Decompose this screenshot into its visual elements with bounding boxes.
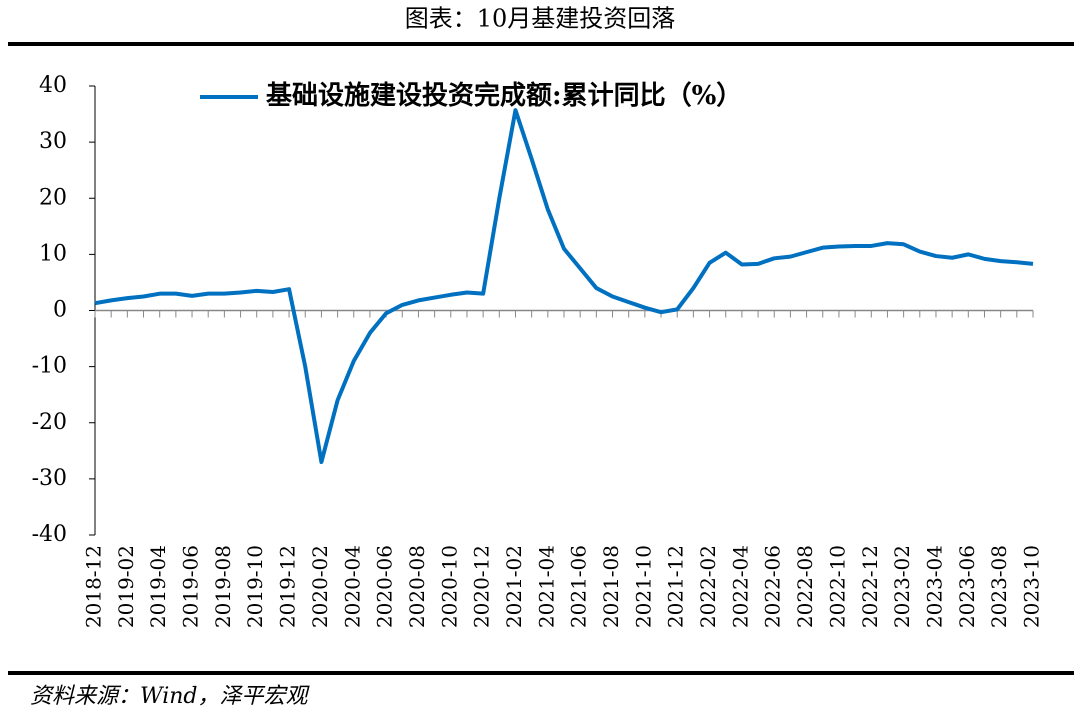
x-tick-label: 2019-10 (243, 545, 267, 628)
y-tick-label: -40 (32, 522, 67, 547)
data-line (94, 108, 1034, 465)
y-tick-label: 40 (39, 73, 67, 98)
x-tick-label: 2023-04 (922, 545, 946, 628)
x-tick-label: 2019-02 (114, 545, 138, 628)
y-tick-label: 20 (39, 185, 67, 210)
x-tick-label: 2022-06 (761, 545, 785, 628)
x-tick-label: 2021-08 (599, 545, 623, 628)
y-tick-label: 0 (53, 298, 67, 323)
x-tick-label: 2022-04 (728, 545, 752, 628)
x-tick-label: 2022-08 (793, 545, 817, 628)
y-tick-label: -30 (32, 466, 67, 491)
x-tick-label: 2021-04 (534, 545, 558, 628)
x-tick-label: 2023-10 (1020, 545, 1044, 628)
x-tick-label: 2019-04 (146, 545, 170, 628)
x-tick-label: 2022-02 (696, 545, 720, 628)
bottom-rule (8, 671, 1074, 675)
x-tick-label: 2021-12 (664, 545, 688, 628)
x-tick-label: 2020-08 (405, 545, 429, 628)
y-tick-label: 10 (39, 241, 67, 266)
x-tick-label: 2021-06 (567, 545, 591, 628)
x-tick-label: 2018-12 (82, 545, 106, 628)
x-tick-label: 2023-06 (955, 545, 979, 628)
y-tick-label: -20 (32, 410, 67, 435)
x-tick-label: 2020-10 (437, 545, 461, 628)
y-tick-label: -10 (32, 354, 67, 379)
x-tick-label: 2020-02 (308, 545, 332, 628)
x-tick-label: 2023-02 (890, 545, 914, 628)
chart-title: 图表：10月基建投资回落 (405, 5, 676, 33)
y-tick-label: 30 (39, 129, 67, 154)
x-tick-label: 2022-12 (858, 545, 882, 628)
x-tick-label: 2023-08 (987, 545, 1011, 628)
source-note: 资料来源：Wind，泽平宏观 (30, 684, 311, 709)
x-tick-label: 2020-12 (470, 545, 494, 628)
legend-label: 基础设施建设投资完成额:累计同比（%） (266, 80, 742, 111)
x-tick-label: 2019-06 (179, 545, 203, 628)
x-tick-label: 2022-10 (825, 545, 849, 628)
x-tick-label: 2019-08 (211, 545, 235, 628)
x-tick-label: 2020-04 (340, 545, 364, 628)
x-tick-label: 2020-06 (373, 545, 397, 628)
top-rule (8, 42, 1074, 46)
x-tick-label: 2021-10 (631, 545, 655, 628)
x-tick-label: 2021-02 (502, 545, 526, 628)
x-tick-label: 2019-12 (276, 545, 300, 628)
